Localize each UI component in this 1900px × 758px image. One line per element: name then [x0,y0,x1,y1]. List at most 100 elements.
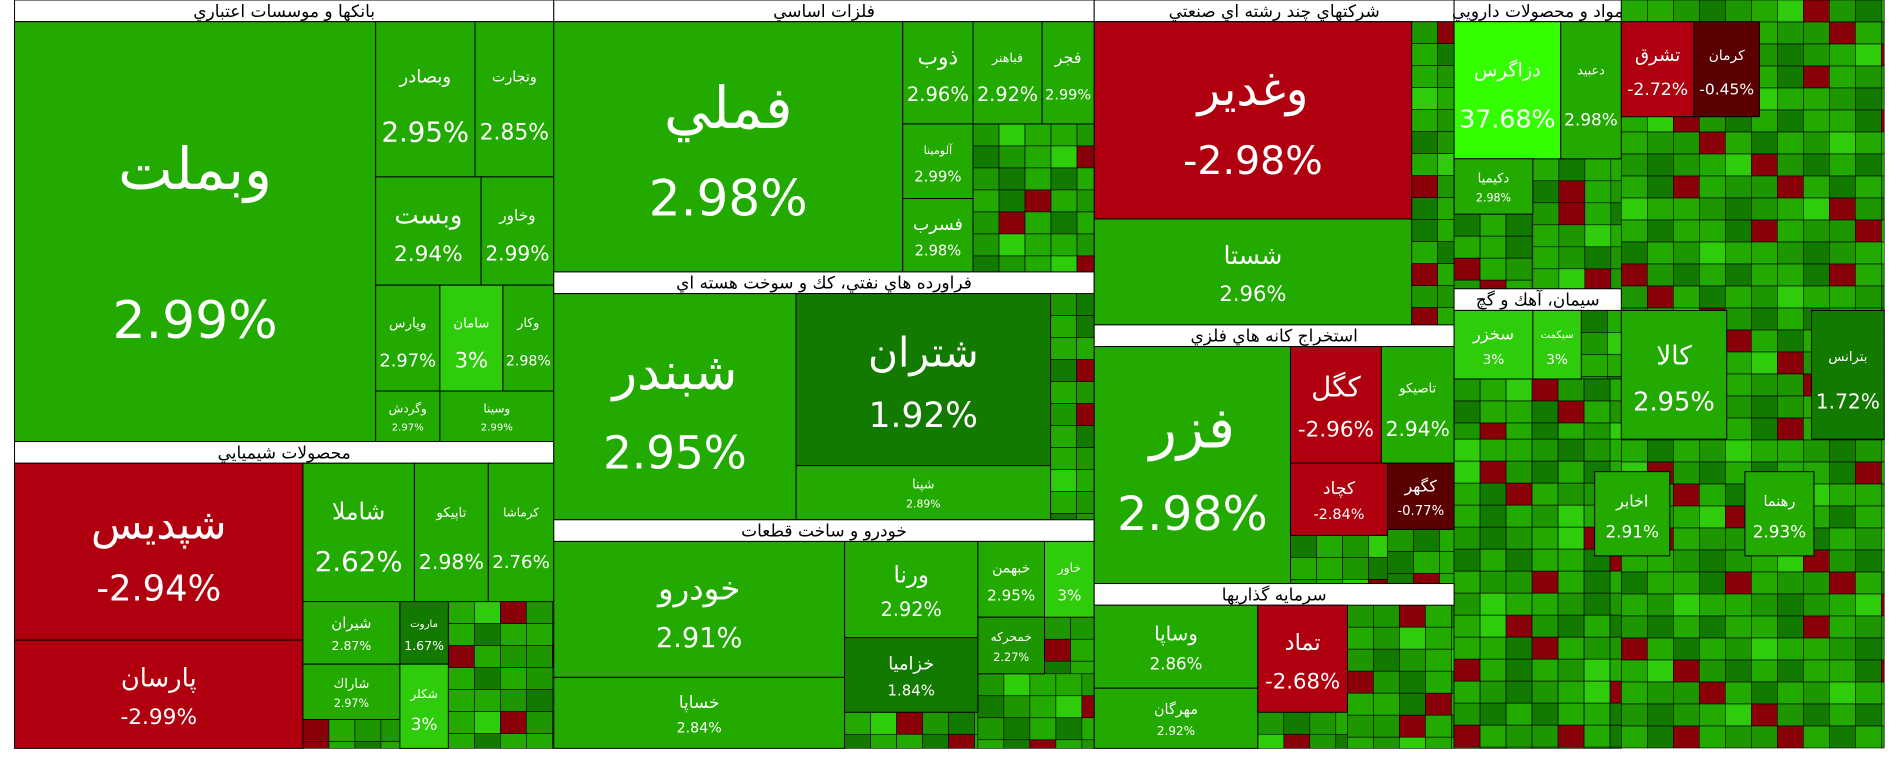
tile-value: 2.92% [881,598,942,621]
minor-tile [1855,527,1882,551]
tile-value: 2.99% [112,291,277,351]
sector-title: بانكها و موسسات اعتباري [193,2,375,22]
minor-tile [1505,482,1533,506]
minor-tile [998,211,1026,235]
tile [375,284,441,392]
minor-tile [1387,573,1414,584]
minor-tile [1558,202,1586,226]
minor-tile [998,123,1026,147]
minor-tile [1437,285,1455,308]
tile-label: دكيميا [1478,172,1510,187]
minor-tile [1531,526,1559,550]
minor-tile [1673,285,1700,309]
minor-tile [1505,504,1533,528]
tile [1453,309,1534,380]
minor-tile [1479,422,1507,440]
minor-tile [1777,373,1804,397]
minor-tile [1647,285,1674,309]
minor-tile [1076,359,1095,382]
minor-tile [1451,604,1455,628]
minor-tile [1855,219,1882,243]
minor-tile [474,689,501,712]
sector-title: محصولات شيميايي [218,443,351,463]
minor-tile [1532,224,1560,248]
minor-tile [844,733,871,749]
minor-tile [1699,219,1726,243]
tile-label: فجر [1054,48,1082,68]
tile-label: شيران [331,614,371,632]
tile-label: شپديس [91,499,227,549]
minor-tile [1881,131,1885,155]
tile-label: وبصادر [398,67,451,88]
minor-tile [1855,615,1882,639]
minor-tile [1411,197,1438,220]
minor-tile [896,733,923,749]
tile [1453,158,1534,215]
tile [553,676,846,749]
minor-tile [1437,219,1455,242]
tile-label: تشرق [1635,45,1680,66]
minor-tile [526,645,553,668]
minor-tile [1881,285,1885,309]
minor-tile [1411,131,1438,154]
minor-tile [1673,153,1700,177]
tile-value: 2.93% [1753,521,1806,541]
minor-tile [1881,615,1885,639]
minor-tile [1505,614,1533,638]
minor-tile [1610,224,1622,248]
minor-tile [1557,570,1585,594]
minor-tile [1581,354,1608,377]
minor-tile [1387,551,1414,574]
minor-tile [1399,714,1426,738]
minor-tile [1699,285,1726,309]
minor-tile [1531,438,1559,462]
minor-tile [1725,659,1752,683]
minor-tile [500,623,527,646]
minor-tile [1479,279,1507,290]
minor-tile [1050,233,1078,257]
minor-tile [1479,482,1507,506]
minor-tile [1003,673,1031,697]
minor-tile [1290,535,1317,558]
tile [413,462,489,603]
tile-value: 3% [411,714,438,734]
minor-tile [1373,648,1400,672]
minor-tile [1505,548,1533,572]
minor-tile [1725,395,1752,419]
minor-tile [1699,703,1726,727]
tile [302,462,415,603]
minor-tile [1881,505,1885,529]
tile-value: 2.89% [906,498,940,511]
minor-tile [1609,746,1622,749]
tile-value: 2.87% [332,638,372,653]
minor-tile [1777,21,1804,45]
minor-tile [1803,285,1830,309]
minor-tile [1557,526,1585,550]
minor-tile [500,733,527,749]
tile-label: فباهنر [991,50,1023,66]
minor-tile [1411,285,1438,308]
minor-tile [1829,219,1856,243]
minor-tile [1751,703,1778,727]
minor-tile [1557,702,1585,726]
minor-tile [1699,615,1726,639]
minor-tile [1453,378,1481,402]
minor-tile [972,145,1000,169]
minor-tile [1029,695,1057,719]
minor-tile [1855,703,1882,727]
minor-tile [1621,197,1648,221]
minor-tile [1647,571,1674,595]
minor-tile [1076,513,1095,521]
minor-tile [1881,483,1885,507]
minor-tile [1777,637,1804,661]
minor-tile [1855,131,1882,155]
tile [399,663,449,749]
minor-tile [1050,513,1077,521]
tile [1093,346,1291,585]
minor-tile [1411,109,1438,132]
minor-tile [1829,175,1856,199]
tile [487,462,555,603]
minor-tile [1751,725,1778,749]
minor-tile [1453,504,1481,528]
minor-tile [1699,439,1726,463]
